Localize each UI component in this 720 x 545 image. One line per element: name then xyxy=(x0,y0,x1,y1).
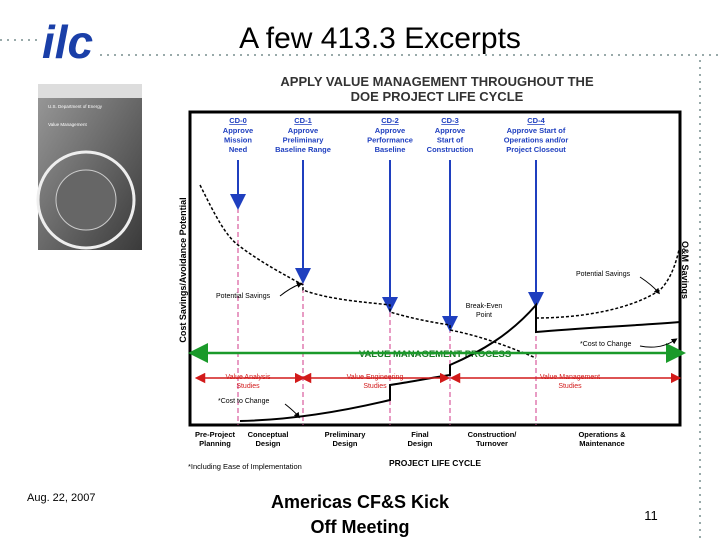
phase-label: Design xyxy=(255,439,280,448)
milestone-label: Approve xyxy=(435,126,465,135)
phase-label: Design xyxy=(332,439,357,448)
page-number: 11 xyxy=(644,508,658,523)
annotation: Studies xyxy=(236,383,260,390)
milestone-label: Approve Start of xyxy=(507,126,566,135)
milestone-label: Approve xyxy=(288,126,318,135)
x-axis-label: PROJECT LIFE CYCLE xyxy=(389,458,481,468)
milestone-label: Performance xyxy=(367,136,413,145)
annotation: *Cost to Change xyxy=(580,341,631,348)
phase-label: Pre-Project xyxy=(195,430,236,439)
phase-label: Conceptual xyxy=(248,430,289,439)
diagram-title: APPLY VALUE MANAGEMENT THROUGHOUT THE xyxy=(280,74,594,89)
milestone-label: Baseline xyxy=(375,145,406,154)
thumbnail-text: U.S. Department of Energy xyxy=(48,104,103,109)
annotation: Potential Savings xyxy=(576,271,631,278)
milestone-label: Start of xyxy=(437,136,464,145)
milestone-label: Mission xyxy=(224,136,252,145)
annotation: Point xyxy=(476,312,492,319)
y-axis-label: Cost Savings/Avoidance Potential xyxy=(178,197,188,342)
annotation: Studies xyxy=(558,383,582,390)
phase-label: Maintenance xyxy=(579,439,624,448)
logo: ilc xyxy=(42,16,93,68)
cost-curve xyxy=(239,302,681,422)
footer-meeting: Off Meeting xyxy=(311,517,410,537)
phase-label: Final xyxy=(411,430,429,439)
milestone-code: CD-1 xyxy=(294,116,312,125)
savings-curve xyxy=(199,184,537,359)
footer-meeting: Americas CF&S Kick xyxy=(271,492,450,512)
thumbnail-text: Value Management xyxy=(48,122,87,127)
milestone-label: Baseline Range xyxy=(275,145,331,154)
milestone-label: Construction xyxy=(427,145,474,154)
phase-label: Construction/ xyxy=(468,430,518,439)
milestone-code: CD-2 xyxy=(381,116,399,125)
annotation: Studies xyxy=(363,383,387,390)
leader xyxy=(279,282,303,297)
milestone-label: Approve xyxy=(223,126,253,135)
right-axis-label: O&M Savings xyxy=(680,241,690,299)
annotation: VALUE MANAGEMENT PROCESS xyxy=(359,349,511,360)
milestone-code: CD-0 xyxy=(229,116,247,125)
phase-label: Turnover xyxy=(476,439,508,448)
leader xyxy=(284,403,300,419)
annotation: Break-Even xyxy=(466,303,503,310)
milestone-code: CD-4 xyxy=(527,116,545,125)
phase-label: Planning xyxy=(199,439,231,448)
milestone-label: Need xyxy=(229,145,248,154)
phase-label: Preliminary xyxy=(325,430,367,439)
leader xyxy=(639,276,660,295)
annotation: *Cost to Change xyxy=(218,398,269,405)
milestone-label: Preliminary xyxy=(283,136,325,145)
phase-label: Operations & xyxy=(578,430,626,439)
milestone-label: Operations and/or xyxy=(504,136,569,145)
thumbnail-band xyxy=(38,84,142,98)
milestone-code: CD-3 xyxy=(441,116,459,125)
footer-date: Aug. 22, 2007 xyxy=(27,492,96,504)
phase-label: Design xyxy=(407,439,432,448)
slide-title: A few 413.3 Excerpts xyxy=(239,22,521,55)
seal-inner xyxy=(55,169,117,231)
seal xyxy=(36,150,136,250)
om-curve xyxy=(535,244,681,319)
milestone-label: Project Closeout xyxy=(506,145,566,154)
diagram-frame xyxy=(188,110,682,427)
annotation: Potential Savings xyxy=(216,293,271,300)
leader xyxy=(639,338,678,348)
milestone-label: Approve xyxy=(375,126,405,135)
footnote: *Including Ease of Implementation xyxy=(188,462,302,471)
diagram-title: DOE PROJECT LIFE CYCLE xyxy=(351,89,524,104)
